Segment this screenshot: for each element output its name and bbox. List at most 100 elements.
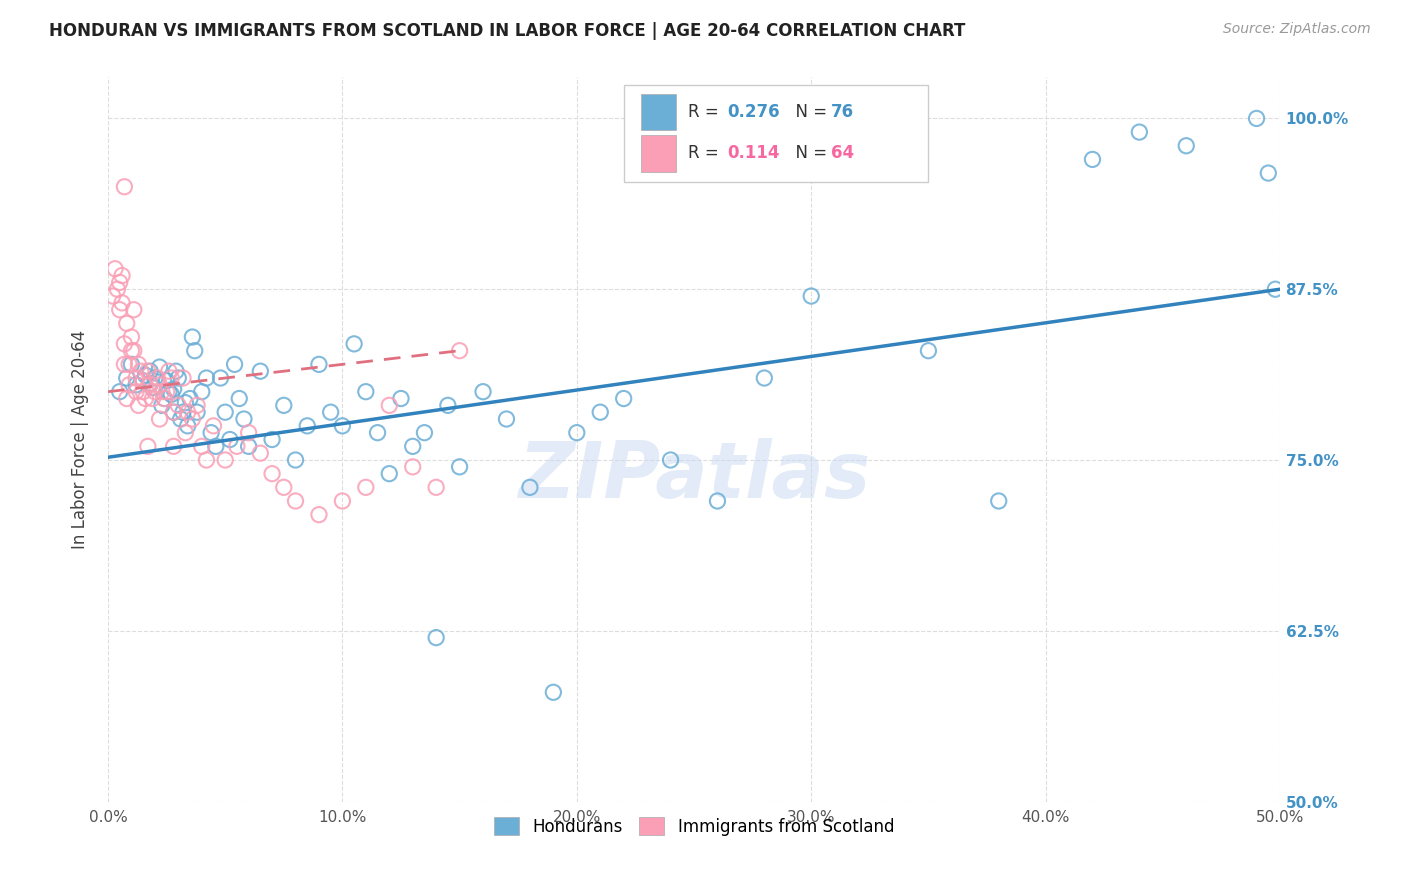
Point: [449, 459, 471, 474]
Point: [125, 384, 148, 399]
Point: [425, 480, 447, 494]
Point: [136, 364, 159, 378]
Point: [706, 494, 728, 508]
Point: [190, 439, 212, 453]
Point: [125, 371, 148, 385]
Point: [162, 405, 184, 419]
Point: [172, 405, 194, 419]
Point: [449, 343, 471, 358]
Point: [112, 179, 135, 194]
Point: [332, 494, 354, 508]
Point: [134, 368, 156, 383]
Point: [141, 381, 163, 395]
Point: [495, 412, 517, 426]
Point: [143, 384, 166, 399]
Point: [122, 343, 145, 358]
Point: [613, 392, 636, 406]
Point: [273, 480, 295, 494]
FancyBboxPatch shape: [641, 136, 676, 171]
Point: [112, 337, 135, 351]
Point: [343, 337, 366, 351]
Point: [284, 494, 307, 508]
Text: R =: R =: [688, 145, 724, 162]
Point: [108, 384, 131, 399]
Point: [233, 412, 256, 426]
Point: [174, 395, 197, 409]
Point: [150, 398, 173, 412]
Point: [181, 412, 204, 426]
Point: [214, 405, 236, 419]
Point: [389, 392, 412, 406]
Point: [148, 412, 170, 426]
Point: [120, 330, 142, 344]
Text: 64: 64: [831, 145, 855, 162]
FancyBboxPatch shape: [641, 94, 676, 130]
Point: [136, 439, 159, 453]
Point: [153, 392, 176, 406]
Point: [157, 364, 180, 378]
Point: [139, 376, 162, 391]
Point: [112, 357, 135, 371]
Point: [155, 384, 177, 399]
Point: [169, 412, 191, 426]
Point: [162, 439, 184, 453]
Point: [218, 433, 240, 447]
Point: [332, 418, 354, 433]
Point: [224, 357, 246, 371]
Point: [367, 425, 389, 440]
Point: [125, 377, 148, 392]
Point: [111, 296, 134, 310]
Point: [214, 453, 236, 467]
Point: [659, 453, 682, 467]
Point: [186, 405, 208, 419]
Point: [134, 392, 156, 406]
Point: [105, 282, 128, 296]
Point: [129, 364, 152, 378]
Point: [308, 508, 330, 522]
Text: Source: ZipAtlas.com: Source: ZipAtlas.com: [1223, 22, 1371, 37]
Point: [132, 374, 155, 388]
Point: [183, 343, 205, 358]
Point: [202, 418, 225, 433]
Point: [249, 446, 271, 460]
Point: [118, 357, 141, 371]
Point: [118, 377, 141, 392]
Point: [519, 480, 541, 494]
Point: [354, 480, 377, 494]
Point: [141, 392, 163, 406]
Point: [160, 371, 183, 385]
Text: N =: N =: [786, 145, 832, 162]
Point: [148, 377, 170, 392]
Point: [228, 392, 250, 406]
Point: [108, 276, 131, 290]
Legend: Hondurans, Immigrants from Scotland: Hondurans, Immigrants from Scotland: [485, 809, 903, 844]
Point: [987, 494, 1010, 508]
Point: [165, 364, 187, 378]
Point: [917, 343, 939, 358]
Point: [226, 439, 249, 453]
Point: [157, 384, 180, 399]
Point: [754, 371, 776, 385]
Point: [132, 384, 155, 399]
Point: [195, 371, 218, 385]
Text: 76: 76: [831, 103, 855, 121]
Point: [1257, 166, 1279, 180]
Point: [1081, 153, 1104, 167]
Point: [172, 371, 194, 385]
Text: N =: N =: [786, 103, 832, 121]
Point: [179, 392, 201, 406]
Point: [565, 425, 588, 440]
Point: [204, 439, 226, 453]
Point: [262, 433, 284, 447]
Y-axis label: In Labor Force | Age 20-64: In Labor Force | Age 20-64: [72, 330, 89, 549]
Point: [104, 261, 127, 276]
Point: [148, 360, 170, 375]
Text: 0.276: 0.276: [727, 103, 779, 121]
Point: [132, 374, 155, 388]
Point: [176, 405, 198, 419]
Point: [176, 418, 198, 433]
Point: [153, 392, 176, 406]
Text: ZIPatlas: ZIPatlas: [517, 438, 870, 514]
Point: [127, 398, 149, 412]
Point: [190, 384, 212, 399]
